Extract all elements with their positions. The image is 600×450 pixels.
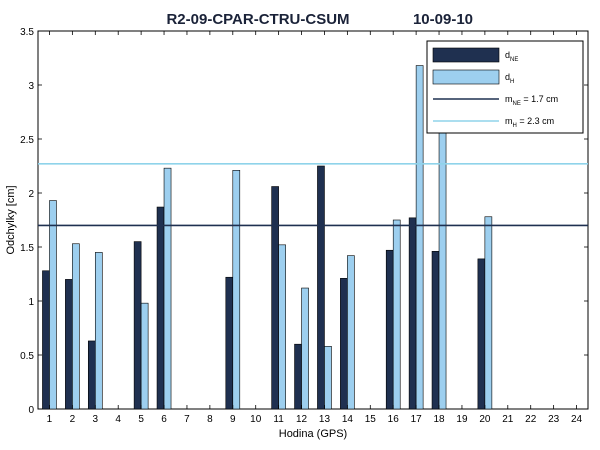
bar-dH-13 <box>324 346 332 410</box>
legend-label-mNE: mNE = 1.7 cm <box>505 94 558 107</box>
legend-swatch-dNE <box>432 47 500 63</box>
bar-dNE-16 <box>385 249 394 410</box>
x-tick-label: 24 <box>571 414 583 425</box>
x-tick-label: 3 <box>93 414 99 425</box>
bar-dH-3 <box>94 252 103 410</box>
bar-dNE-5 <box>133 241 142 410</box>
bar-dH-2 <box>72 243 80 410</box>
bar-dNE-6 <box>156 206 165 410</box>
y-axis: 0 0.5 1 1.5 2 2.5 3 3.5 <box>20 27 588 416</box>
x-tick-label: 4 <box>115 414 121 425</box>
bar-dH-18 <box>438 95 447 410</box>
bar-dH-17 <box>415 65 424 410</box>
y-tick-label: 2.5 <box>20 135 34 146</box>
x-tick-label: 6 <box>161 414 167 425</box>
x-tick-label: 11 <box>273 414 284 425</box>
x-tick-label: 20 <box>479 414 491 425</box>
y-tick-label: 1.5 <box>20 243 34 254</box>
bar-dH-6 <box>163 167 172 410</box>
x-tick-label: 12 <box>296 414 308 425</box>
reference-lines <box>38 163 588 227</box>
y-tick-label: 0 <box>28 405 34 416</box>
y-tick-label: 0.5 <box>20 351 34 362</box>
x-tick-label: 10 <box>250 414 262 425</box>
x-tick-label: 15 <box>365 414 377 425</box>
x-tick-label: 22 <box>525 414 537 425</box>
bar-dNE-2 <box>65 279 73 410</box>
bar-dH-14 <box>347 255 355 410</box>
y-tick-label: 1 <box>28 297 34 308</box>
x-tick-label: 9 <box>230 414 236 425</box>
y-tick-label: 3 <box>28 81 34 92</box>
bar-dNE-14 <box>340 278 348 410</box>
bar-dNE-20 <box>477 258 486 410</box>
legend-swatch-dH <box>432 69 500 85</box>
x-tick-label: 8 <box>207 414 213 425</box>
bar-dNE-3 <box>87 340 96 410</box>
chart-title: R2-09-CPAR-CTRU-CSUM <box>166 11 349 28</box>
y-tick-label: 3.5 <box>20 27 34 38</box>
bar-dH-11 <box>278 244 286 410</box>
bar-dNE-17 <box>408 217 417 410</box>
bar-dH-16 <box>392 219 401 410</box>
bar-dH-12 <box>301 287 309 410</box>
bar-dNE-12 <box>294 343 302 410</box>
bar-dH-5 <box>140 302 149 410</box>
x-tick-label: 21 <box>502 414 514 425</box>
bars-layer <box>42 65 493 410</box>
x-tick-label: 13 <box>319 414 331 425</box>
x-tick-label: 19 <box>456 414 468 425</box>
x-axis: 1 2 3 4 5 6 7 8 9 10 11 12 13 14 15 16 17 18 19 20 21 22 23 24 <box>47 31 583 425</box>
bar-dH-9 <box>232 170 241 410</box>
legend-label-mH: mH = 2.3 cm <box>505 116 554 129</box>
legend-label-dNE: dNE <box>505 50 518 63</box>
bar-dH-20 <box>484 216 493 410</box>
x-tick-label: 23 <box>548 414 560 425</box>
bar-dNE-9 <box>225 276 234 410</box>
legend: dNE dH mNE = 1.7 cm mH = 2.3 cm <box>426 40 584 134</box>
x-tick-label: 7 <box>184 414 190 425</box>
x-tick-label: 17 <box>411 414 423 425</box>
bar-dNE-13 <box>317 165 325 410</box>
bar-dNE-1 <box>42 270 50 410</box>
bar-dH-1 <box>49 200 57 410</box>
x-axis-label: Hodina (GPS) <box>279 428 347 440</box>
x-tick-label: 14 <box>342 414 354 425</box>
x-tick-label: 18 <box>433 414 445 425</box>
x-tick-label: 1 <box>47 414 53 425</box>
y-tick-label: 2 <box>28 189 34 200</box>
bar-dNE-18 <box>431 251 440 410</box>
legend-label-dH: dH <box>505 72 514 85</box>
x-tick-label: 16 <box>388 414 400 425</box>
bar-dNE-11 <box>271 186 279 410</box>
x-tick-label: 5 <box>138 414 144 425</box>
x-tick-label: 2 <box>70 414 76 425</box>
y-axis-label: Odchylky [cm] <box>5 185 17 254</box>
chart-date: 10-09-10 <box>413 11 473 28</box>
